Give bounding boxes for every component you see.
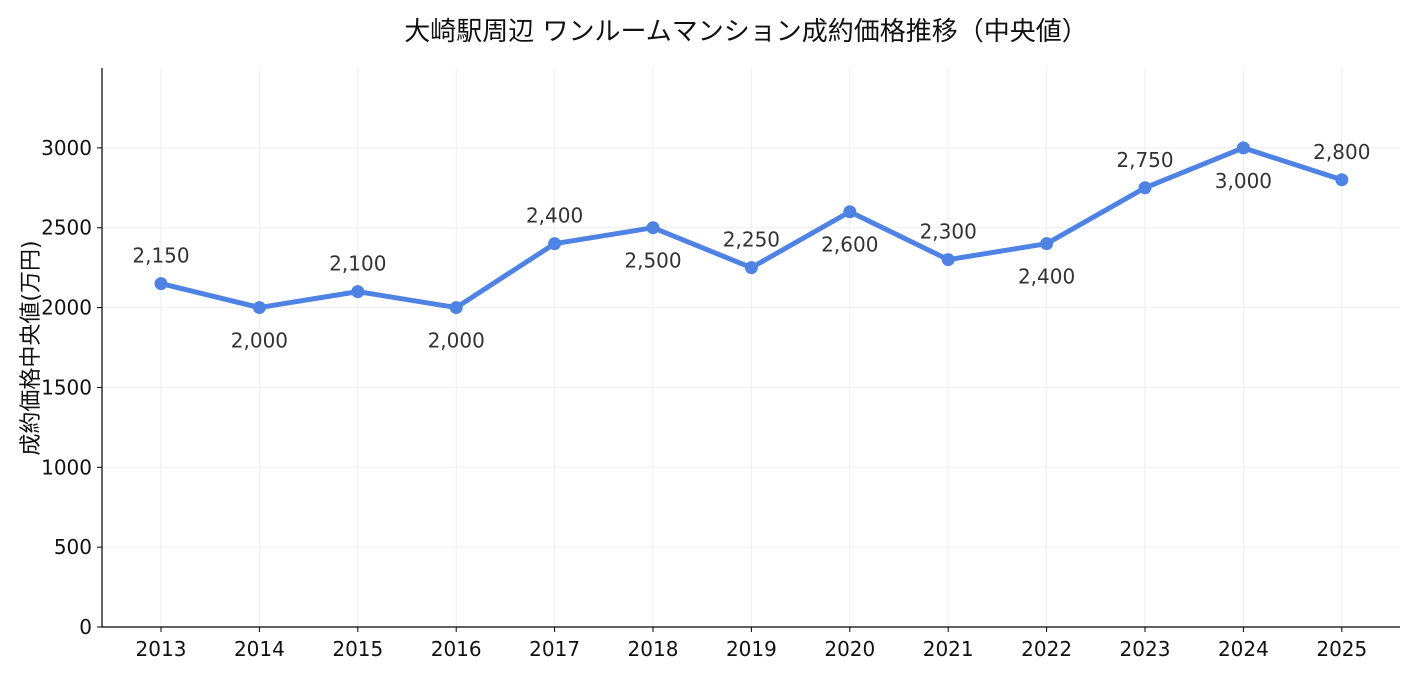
x-tick-label: 2025 [1316,637,1367,661]
data-label: 2,400 [526,204,583,228]
data-label: 2,400 [1018,265,1075,289]
data-label: 3,000 [1215,169,1272,193]
data-point [1236,141,1250,155]
data-point [1138,181,1152,195]
x-tick-label: 2014 [234,637,285,661]
y-tick-label: 500 [54,535,92,559]
data-point [548,237,562,251]
x-tick-label: 2015 [332,637,383,661]
x-tick-label: 2020 [824,637,875,661]
y-tick-label: 0 [79,615,92,639]
data-point [252,301,266,315]
y-tick-label: 1500 [41,375,92,399]
data-point [941,253,955,267]
chart-title: 大崎駅周辺 ワンルームマンション成約価格推移（中央値） [404,17,1088,47]
x-tick-label: 2013 [136,637,187,661]
data-point [1040,237,1054,251]
data-point [843,205,857,219]
data-label: 2,800 [1313,140,1370,164]
data-point [449,301,463,315]
x-tick-label: 2024 [1218,637,1269,661]
x-tick-label: 2017 [529,637,580,661]
y-axis-label: 成約価格中央値(万円) [19,240,44,455]
data-label: 2,300 [920,220,977,244]
data-label: 2,750 [1116,148,1173,172]
data-labels: 2,150 2,000 2,100 2,000 2,400 2,500 2,250 2,600… [132,140,1370,353]
data-point [154,277,168,291]
data-label: 2,100 [329,252,386,276]
data-label: 2,600 [821,233,878,257]
x-tick-label: 2019 [726,637,777,661]
y-tick-label: 2500 [41,216,92,240]
tick-labels: 0 500 1000 1500 2000 2500 3000 2013 2014 2015 2016… [41,136,1367,661]
y-tick-label: 1000 [41,455,92,479]
x-tick-label: 2016 [431,637,482,661]
x-tick-label: 2021 [923,637,974,661]
y-tick-label: 2000 [41,296,92,320]
x-tick-label: 2018 [628,637,679,661]
x-tick-label: 2022 [1021,637,1072,661]
y-tick-label: 3000 [41,136,92,160]
data-point [744,261,758,275]
data-point [351,285,365,299]
data-label: 2,500 [624,249,681,273]
series [154,141,1349,315]
data-point [1335,173,1349,187]
data-point [646,221,660,235]
data-label: 2,150 [132,244,189,268]
grid-lines [102,68,1400,627]
data-label: 2,250 [723,228,780,252]
data-label: 2,000 [428,329,485,353]
data-label: 2,000 [231,329,288,353]
x-tick-label: 2023 [1120,637,1171,661]
